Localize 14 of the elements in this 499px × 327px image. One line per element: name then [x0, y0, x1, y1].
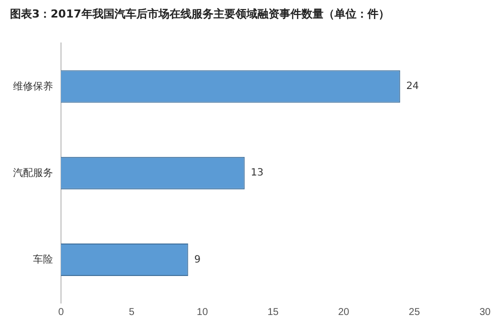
- x-tick-label: 20: [338, 306, 350, 318]
- chart-title: 图表3：2017年我国汽车后市场在线服务主要领域融资事件数量（单位：件）: [10, 7, 390, 20]
- data-label: 24: [406, 81, 419, 92]
- x-tick-label: 0: [58, 306, 64, 318]
- data-label: 13: [250, 168, 264, 179]
- y-tick-label: 汽配服务: [13, 166, 53, 179]
- x-tick-label: 30: [479, 306, 491, 318]
- x-tick-label: 25: [408, 306, 420, 318]
- data-label: 9: [194, 254, 201, 266]
- x-tick-label: 10: [196, 306, 208, 318]
- x-tick-label: 5: [128, 306, 135, 318]
- y-tick-label: 车险: [33, 253, 53, 266]
- x-tick-label: 15: [267, 306, 279, 318]
- y-tick-label: 维修保养: [13, 80, 53, 92]
